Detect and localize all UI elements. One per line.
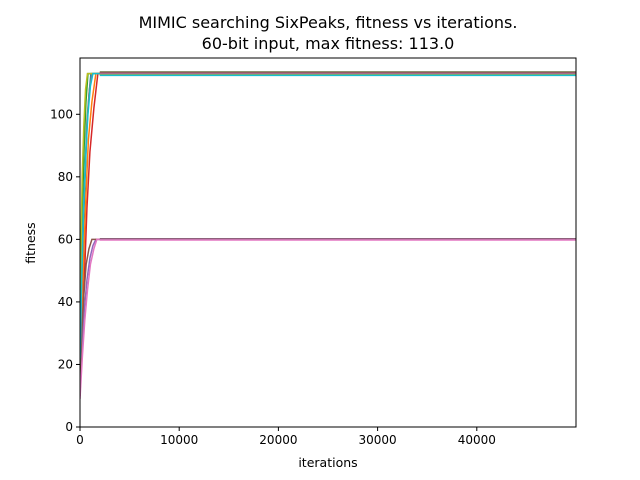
plot-frame xyxy=(79,57,577,428)
x-axis: 0 10000 20000 30000 40000 xyxy=(76,427,496,447)
x-tick-label-10000: 10000 xyxy=(160,433,198,447)
series-line-9 xyxy=(80,72,576,334)
series-line-6 xyxy=(80,238,576,377)
series-lines xyxy=(80,71,576,399)
series-line-10 xyxy=(80,72,576,359)
series-line-7 xyxy=(80,238,576,399)
y-tick-label-100: 100 xyxy=(50,107,73,121)
y-axis: 0 20 40 60 80 100 xyxy=(50,107,80,434)
plot-area xyxy=(80,71,576,399)
x-tick-label-40000: 40000 xyxy=(458,433,496,447)
chart-title-line2: 60-bit input, max fitness: 113.0 xyxy=(202,34,455,53)
y-tick-label-40: 40 xyxy=(58,295,73,309)
x-tick-label-20000: 20000 xyxy=(259,433,297,447)
y-tick-label-60: 60 xyxy=(58,232,73,246)
x-axis-label: iterations xyxy=(298,455,357,470)
y-tick-label-80: 80 xyxy=(58,170,73,184)
y-tick-label-20: 20 xyxy=(58,357,73,371)
x-tick-label-0: 0 xyxy=(76,433,84,447)
series-line-5 xyxy=(80,238,576,390)
chart-title-line1: MIMIC searching SixPeaks, fitness vs ite… xyxy=(139,13,518,32)
y-axis-label: fitness xyxy=(23,222,38,263)
x-tick-label-30000: 30000 xyxy=(359,433,397,447)
y-tick-label-0: 0 xyxy=(65,420,73,434)
